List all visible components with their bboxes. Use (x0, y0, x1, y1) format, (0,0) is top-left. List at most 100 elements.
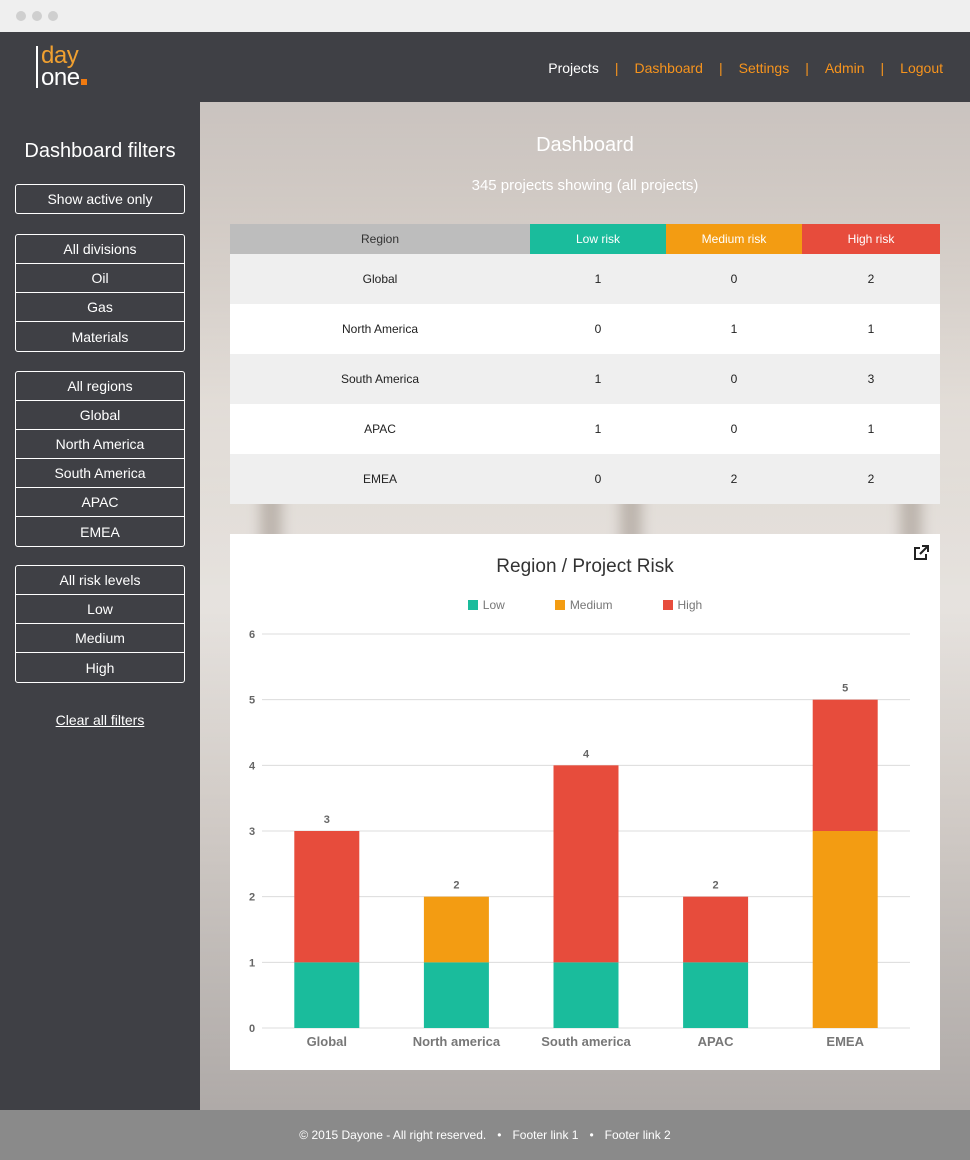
filter-global[interactable]: Global (16, 401, 184, 430)
cell-medium: 2 (730, 472, 738, 486)
legend-swatch (467, 600, 478, 610)
y-tick-label: 6 (249, 629, 255, 641)
bar-segment-medium[interactable] (812, 831, 878, 1028)
filter-gas[interactable]: Gas (16, 293, 184, 322)
table-row[interactable]: APAC 1 0 1 (230, 404, 940, 454)
cell-high: 2 (867, 472, 875, 486)
nav-separator: | (805, 60, 809, 76)
footer-bullet: • (589, 1128, 594, 1142)
risk-chart-card: Region / Project Risk Low Medium High 0 1… (230, 534, 940, 1070)
bar-segment-low[interactable] (553, 962, 619, 1028)
filter-all-divisions[interactable]: All divisions (16, 235, 184, 264)
top-nav: Projects | Dashboard | Settings | Admin … (548, 60, 943, 76)
table-header: Region Low risk Medium risk High risk (230, 224, 940, 254)
legend-label: High (677, 598, 703, 612)
cell-low: 1 (594, 372, 602, 386)
filter-oil[interactable]: Oil (16, 264, 184, 293)
header-medium-risk[interactable]: Medium risk (666, 224, 802, 254)
bar-segment-low[interactable] (423, 962, 489, 1028)
nav-separator: | (880, 60, 885, 76)
nav-admin[interactable]: Admin (824, 60, 865, 76)
y-tick-label: 5 (249, 695, 255, 707)
nav-logout[interactable]: Logout (900, 60, 943, 76)
y-tick-label: 2 (249, 892, 255, 904)
footer-link-1[interactable]: Footer link 1 (512, 1128, 579, 1142)
bar-segment-low[interactable] (683, 962, 749, 1028)
external-link-icon[interactable] (912, 544, 930, 562)
filter-south-america[interactable]: South America (16, 459, 184, 488)
filter-apac[interactable]: APAC (16, 488, 184, 517)
filter-high[interactable]: High (85, 659, 115, 676)
x-tick-label: EMEA (826, 1034, 864, 1049)
bar-segment-high[interactable] (553, 765, 619, 963)
filter-all-regions[interactable]: All regions (16, 372, 184, 401)
header-high-risk[interactable]: High risk (802, 224, 940, 254)
dayone-logo[interactable]: day one (36, 44, 106, 92)
nav-settings[interactable]: Settings (738, 60, 790, 76)
bar-total-label: 4 (583, 748, 590, 760)
clear-filters: Clear all filters (0, 712, 200, 730)
cell-region: APAC (364, 422, 396, 436)
filter-north-america[interactable]: North America (16, 430, 184, 459)
risk-filter-group: All risk levels Low Medium High (15, 565, 185, 683)
cell-low: 0 (594, 472, 602, 486)
cell-low: 1 (594, 272, 602, 286)
sidebar-title: Dashboard filters (24, 140, 176, 162)
show-active-only-button[interactable]: Show active only (15, 184, 185, 214)
clear-all-filters-link[interactable]: Clear all filters (55, 712, 145, 728)
dashboard-main: Dashboard 345 projects showing (all proj… (200, 102, 970, 1110)
stacked-bar-chart: 0 1 2 3 4 5 6 3 Global 2 North america 4 South ameri… (249, 629, 910, 1049)
legend-item-medium[interactable]: Medium (554, 598, 613, 612)
nav-projects[interactable]: Projects (548, 60, 599, 76)
cell-high: 1 (867, 322, 875, 336)
filter-all-risk-levels[interactable]: All risk levels (16, 566, 184, 595)
bar-total-label: 5 (842, 683, 848, 695)
browser-chrome (0, 0, 970, 32)
filter-materials[interactable]: Materials (71, 328, 129, 345)
bar-segment-low[interactable] (294, 962, 360, 1028)
legend-swatch (662, 600, 673, 610)
logo-line2: one (41, 66, 87, 90)
legend-label: Medium (569, 598, 613, 612)
window-dot-icon[interactable] (32, 11, 42, 21)
nav-dashboard[interactable]: Dashboard (634, 60, 703, 76)
legend-item-high[interactable]: High (662, 598, 703, 612)
chart-title: Region / Project Risk (496, 556, 674, 577)
cell-region: North America (341, 322, 419, 336)
risk-table: Region Low risk Medium risk High risk Gl… (230, 224, 940, 504)
cell-medium: 0 (730, 372, 738, 386)
y-tick-label: 0 (249, 1023, 255, 1035)
divisions-filter-group: All divisions Oil Gas Materials (15, 234, 185, 352)
table-row[interactable]: Global 1 0 2 (230, 254, 940, 304)
filters-sidebar: Dashboard filters Show active only All d… (0, 102, 200, 1110)
table-row[interactable]: EMEA 0 2 2 (230, 454, 940, 504)
filter-low[interactable]: Low (16, 595, 184, 624)
projects-count: 345 projects showing (all projects) (471, 177, 699, 194)
window-dot-icon[interactable] (48, 11, 58, 21)
table-row[interactable]: South America 1 0 3 (230, 354, 940, 404)
bar-segment-high[interactable] (812, 699, 878, 831)
cell-high: 3 (867, 372, 875, 386)
legend-swatch (554, 600, 565, 610)
bar-total-label: 3 (324, 814, 330, 826)
bar-segment-high[interactable] (683, 896, 749, 963)
footer-link-2[interactable]: Footer link 2 (604, 1128, 671, 1142)
window-dot-icon[interactable] (16, 11, 26, 21)
x-tick-label: Global (307, 1034, 347, 1049)
footer-bullet: • (497, 1128, 502, 1142)
bar-total-label: 2 (713, 880, 719, 892)
logo-line1: day (41, 42, 79, 69)
page-title: Dashboard (536, 134, 634, 156)
cell-medium: 0 (730, 272, 738, 286)
filter-emea[interactable]: EMEA (80, 523, 120, 540)
filter-medium[interactable]: Medium (16, 624, 184, 653)
table-row[interactable]: North America 0 1 1 (230, 304, 940, 354)
chart-legend: Low Medium High (230, 598, 940, 612)
legend-item-low[interactable]: Low (467, 598, 505, 612)
y-tick-label: 3 (249, 826, 255, 838)
bar-segment-high[interactable] (294, 831, 360, 963)
header-low-risk[interactable]: Low risk (530, 224, 666, 254)
table-body: Global 1 0 2 North America 0 1 1 South A… (230, 254, 940, 504)
bar-segment-medium[interactable] (423, 896, 489, 963)
header-region[interactable]: Region (230, 224, 530, 254)
